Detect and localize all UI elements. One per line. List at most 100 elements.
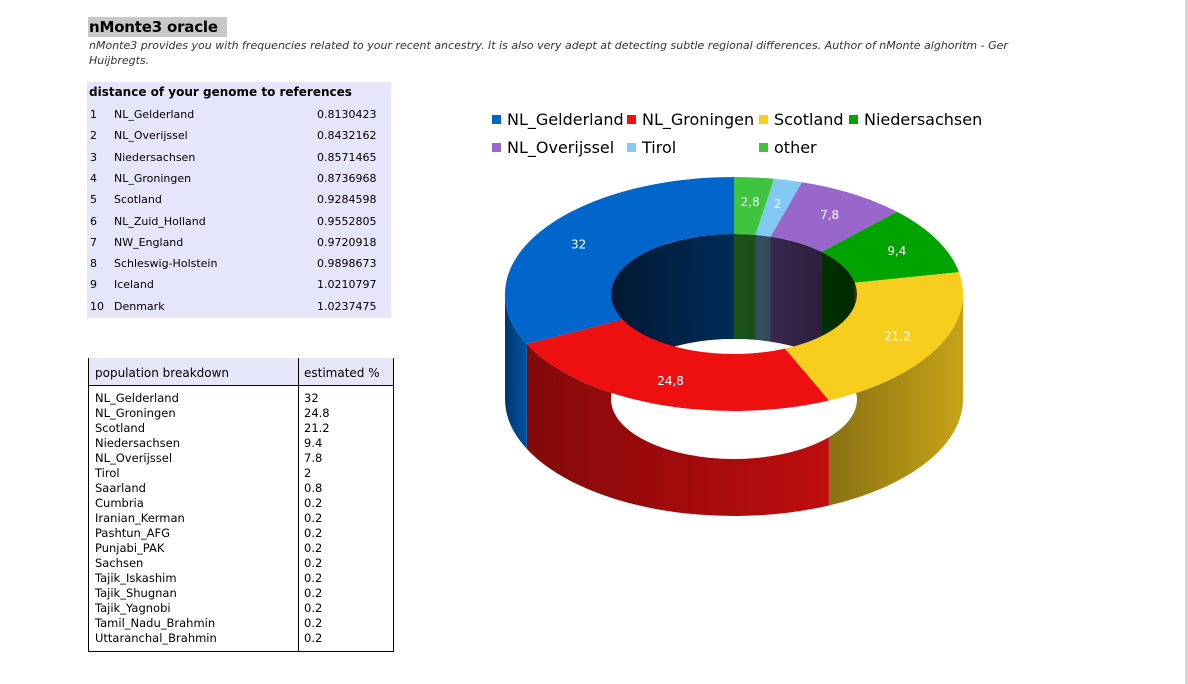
distance-rank: 10	[90, 299, 104, 313]
distance-table-header: distance of your genome to references	[89, 85, 352, 99]
breakdown-percentage: 0.2	[304, 586, 323, 600]
distance-rank: 2	[90, 129, 97, 143]
page-subtitle: nMonte3 provides you with frequencies re…	[89, 39, 1008, 67]
distance-rank: 6	[90, 214, 97, 228]
legend-label: NL_Groningen	[642, 110, 754, 130]
distance-value: 1.0210797	[317, 278, 377, 292]
breakdown-percentage: 0.8	[304, 481, 323, 495]
distance-row: 6 NL_Zuid_Holland 0.9552805	[87, 211, 391, 232]
breakdown-header-population: population breakdown	[95, 366, 230, 380]
distance-population: NL_Groningen	[114, 171, 192, 185]
data-label-nl_groningen: 24,8	[657, 374, 684, 388]
distance-rank: 7	[90, 235, 97, 249]
breakdown-population: Pashtun_AFG	[95, 526, 170, 540]
legend-swatch	[492, 143, 501, 152]
breakdown-population: Sachsen	[95, 556, 144, 570]
distance-row: 10 Denmark 1.0237475	[87, 296, 391, 317]
legend-item: Tirol	[627, 138, 676, 157]
distance-population: Iceland	[114, 278, 154, 292]
breakdown-percentage: 21.2	[304, 421, 330, 435]
breakdown-percentage: 0.2	[304, 616, 323, 630]
breakdown-percentage: 7.8	[304, 451, 323, 465]
legend-label: NL_Gelderland	[507, 110, 624, 130]
distance-population: Scotland	[114, 193, 162, 207]
distance-rank: 8	[90, 257, 97, 271]
breakdown-header-row	[89, 358, 393, 386]
data-label-other: 2,8	[741, 195, 760, 209]
distance-rank: 9	[90, 278, 97, 292]
breakdown-population: Cumbria	[95, 496, 144, 510]
distance-population: NW_England	[114, 235, 184, 249]
breakdown-percentage: 0.2	[304, 556, 323, 570]
data-label-niedersachsen: 9,4	[887, 244, 906, 258]
legend-label: Tirol	[641, 138, 676, 157]
breakdown-population: Tajik_Shugnan	[95, 586, 177, 600]
hole-shading	[611, 234, 857, 399]
breakdown-percentage: 9.4	[304, 436, 323, 450]
page-title: nMonte3 oracle	[88, 17, 227, 37]
distance-row: 7 NW_England 0.9720918	[87, 232, 391, 253]
breakdown-percentage: 0.2	[304, 526, 323, 540]
breakdown-population: NL_Groningen	[95, 406, 176, 420]
slice-other	[734, 177, 775, 235]
breakdown-percentage: 24.8	[304, 406, 330, 420]
distance-population: Schleswig-Holstein	[114, 257, 218, 271]
page-edge	[1185, 0, 1188, 684]
legend-item: other	[759, 138, 817, 157]
breakdown-percentage: 0.2	[304, 601, 323, 615]
slice-niedersachsen	[821, 211, 959, 283]
breakdown-percentage: 0.2	[304, 571, 323, 585]
distance-population: NL_Zuid_Holland	[114, 214, 206, 228]
distance-value: 1.0237475	[317, 299, 377, 313]
distance-rank: 3	[90, 150, 97, 164]
legend-item: NL_Groningen	[627, 110, 754, 130]
distance-population: Denmark	[114, 299, 165, 313]
data-label-tirol: 2	[774, 197, 782, 211]
breakdown-percentage: 0.2	[304, 541, 323, 555]
distance-row: 2 NL_Overijssel 0.8432162	[87, 125, 391, 146]
breakdown-population: Iranian_Kerman	[95, 511, 185, 525]
slice-nl_groningen	[526, 319, 829, 411]
distance-row: 4 NL_Groningen 0.8736968	[87, 168, 391, 189]
slice-side-nl_gelderland	[505, 294, 527, 449]
distance-rank: 5	[90, 193, 97, 207]
distance-row: 3 Niedersachsen 0.8571465	[87, 147, 391, 168]
breakdown-percentage: 2	[304, 466, 312, 480]
distance-population: NL_Overijssel	[114, 129, 188, 143]
legend-item: Scotland	[759, 110, 844, 129]
legend-swatch	[759, 115, 768, 124]
distance-rank: 1	[90, 108, 97, 121]
legend-label: Scotland	[774, 110, 844, 129]
distance-row: 8 Schleswig-Holstein 0.9898673	[87, 253, 391, 274]
breakdown-percentage: 32	[304, 391, 319, 405]
breakdown-population: Niedersachsen	[95, 436, 180, 450]
breakdown-percentage: 0.2	[304, 631, 323, 645]
breakdown-population: Scotland	[95, 421, 145, 435]
distance-table: distance of your genome to references 1 N…	[87, 82, 391, 318]
data-label-nl_gelderland: 32	[571, 237, 586, 251]
distance-value: 0.8736968	[317, 171, 377, 185]
breakdown-population: Uttaranchal_Brahmin	[95, 631, 217, 645]
legend-item: NL_Overijssel	[492, 138, 614, 158]
breakdown-population: Punjabi_PAK	[95, 541, 165, 555]
legend-swatch	[627, 143, 636, 152]
breakdown-population: Tajik_Yagnobi	[95, 601, 171, 615]
breakdown-header-estimate: estimated %	[304, 366, 380, 380]
breakdown-percentage: 0.2	[304, 511, 323, 525]
distance-value: 0.9284598	[317, 193, 377, 207]
breakdown-population: Tamil_Nadu_Brahmin	[95, 616, 216, 630]
breakdown-population: NL_Gelderland	[95, 391, 179, 405]
breakdown-population: Tirol	[95, 466, 120, 480]
breakdown-population: Tajik_Iskashim	[95, 571, 177, 585]
legend-item: Niedersachsen	[849, 110, 982, 129]
distance-value: 0.9898673	[317, 257, 377, 271]
distance-population: NL_Gelderland	[114, 108, 195, 121]
slice-tirol	[755, 178, 803, 237]
chart-legend: NL_Gelderland NL_Groningen Scotland Nieders…	[492, 110, 982, 158]
distance-value: 0.8432162	[317, 129, 377, 143]
legend-swatch	[759, 143, 768, 152]
slice-nl_overijssel	[770, 182, 897, 252]
chart-svg: NL_Gelderland NL_Groningen Scotland Nieders…	[492, 110, 982, 516]
legend-label: Niedersachsen	[864, 110, 982, 129]
distance-value: 0.9720918	[317, 235, 377, 249]
